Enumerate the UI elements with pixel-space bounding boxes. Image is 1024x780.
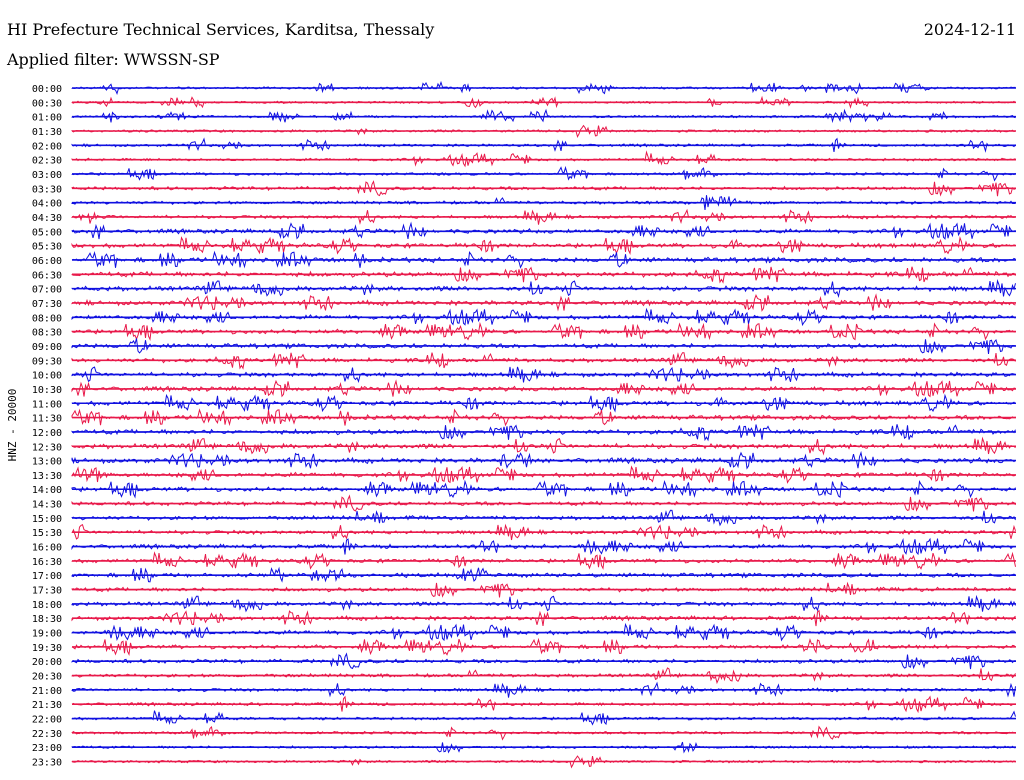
row-time-label: 22:00 [32, 715, 62, 726]
row-time-label: 19:30 [32, 643, 62, 654]
row-time-label: 22:30 [32, 729, 62, 740]
seismic-trace [71, 424, 1016, 442]
seismic-trace [71, 551, 1016, 570]
row-time-label: 11:30 [32, 414, 62, 425]
row-time-label: 18:00 [32, 600, 62, 611]
row-time-label: 15:30 [32, 528, 62, 539]
row-time-label: 20:00 [32, 657, 62, 668]
row-time-label: 14:00 [32, 485, 62, 496]
row-time-label: 16:30 [32, 557, 62, 568]
seismic-trace [71, 465, 1016, 484]
seismic-trace [71, 235, 1016, 256]
record-date: 2024-12-11 [923, 20, 1016, 39]
y-axis-label: HNZ - 20000 [6, 389, 19, 462]
row-time-label: 00:00 [32, 84, 62, 95]
filter-label: Applied filter: WWSSN-SP [7, 50, 220, 69]
row-time-label: 20:30 [32, 672, 62, 683]
row-time-label: 08:00 [32, 313, 62, 324]
seismic-trace [71, 180, 1016, 197]
row-time-label: 08:30 [32, 328, 62, 339]
row-time-label: 23:30 [32, 758, 62, 769]
row-time-label: 01:30 [32, 127, 62, 138]
seismic-trace [71, 366, 1016, 383]
row-time-label: 15:00 [32, 514, 62, 525]
row-time-label: 05:30 [32, 242, 62, 253]
seismic-trace [71, 450, 1016, 470]
row-time-label: 06:00 [32, 256, 62, 267]
row-time-label: 00:30 [32, 98, 62, 109]
row-time-label: 09:30 [32, 356, 62, 367]
row-time-label: 21:00 [32, 686, 62, 697]
trace-rows: 00:00 00:30 01:00 01:30 02:00 02:30 03:00 03:30… [32, 80, 1016, 769]
seismic-trace [71, 710, 1016, 726]
station-title: HI Prefecture Technical Services, Kardit… [7, 20, 435, 39]
row-time-label: 19:00 [32, 629, 62, 640]
row-time-label: 09:00 [32, 342, 62, 353]
row-time-label: 02:30 [32, 156, 62, 167]
row-time-label: 23:00 [32, 743, 62, 754]
row-time-label: 10:30 [32, 385, 62, 396]
row-time-label: 12:00 [32, 428, 62, 439]
row-time-label: 17:00 [32, 571, 62, 582]
row-time-label: 04:00 [32, 199, 62, 210]
row-time-label: 11:00 [32, 399, 62, 410]
row-time-label: 16:00 [32, 543, 62, 554]
row-time-label: 21:30 [32, 700, 62, 711]
row-time-label: 07:30 [32, 299, 62, 310]
row-time-label: 03:30 [32, 184, 62, 195]
row-time-label: 06:30 [32, 270, 62, 281]
row-time-label: 02:00 [32, 141, 62, 152]
row-time-label: 04:30 [32, 213, 62, 224]
row-time-label: 13:00 [32, 457, 62, 468]
row-time-label: 18:30 [32, 614, 62, 625]
row-time-label: 14:30 [32, 500, 62, 511]
row-time-label: 07:00 [32, 285, 62, 296]
row-time-label: 12:30 [32, 442, 62, 453]
row-time-label: 05:00 [32, 227, 62, 238]
row-time-label: 13:30 [32, 471, 62, 482]
row-time-label: 01:00 [32, 113, 62, 124]
row-time-label: 03:00 [32, 170, 62, 181]
row-time-label: 17:30 [32, 586, 62, 597]
row-time-label: 10:00 [32, 371, 62, 382]
